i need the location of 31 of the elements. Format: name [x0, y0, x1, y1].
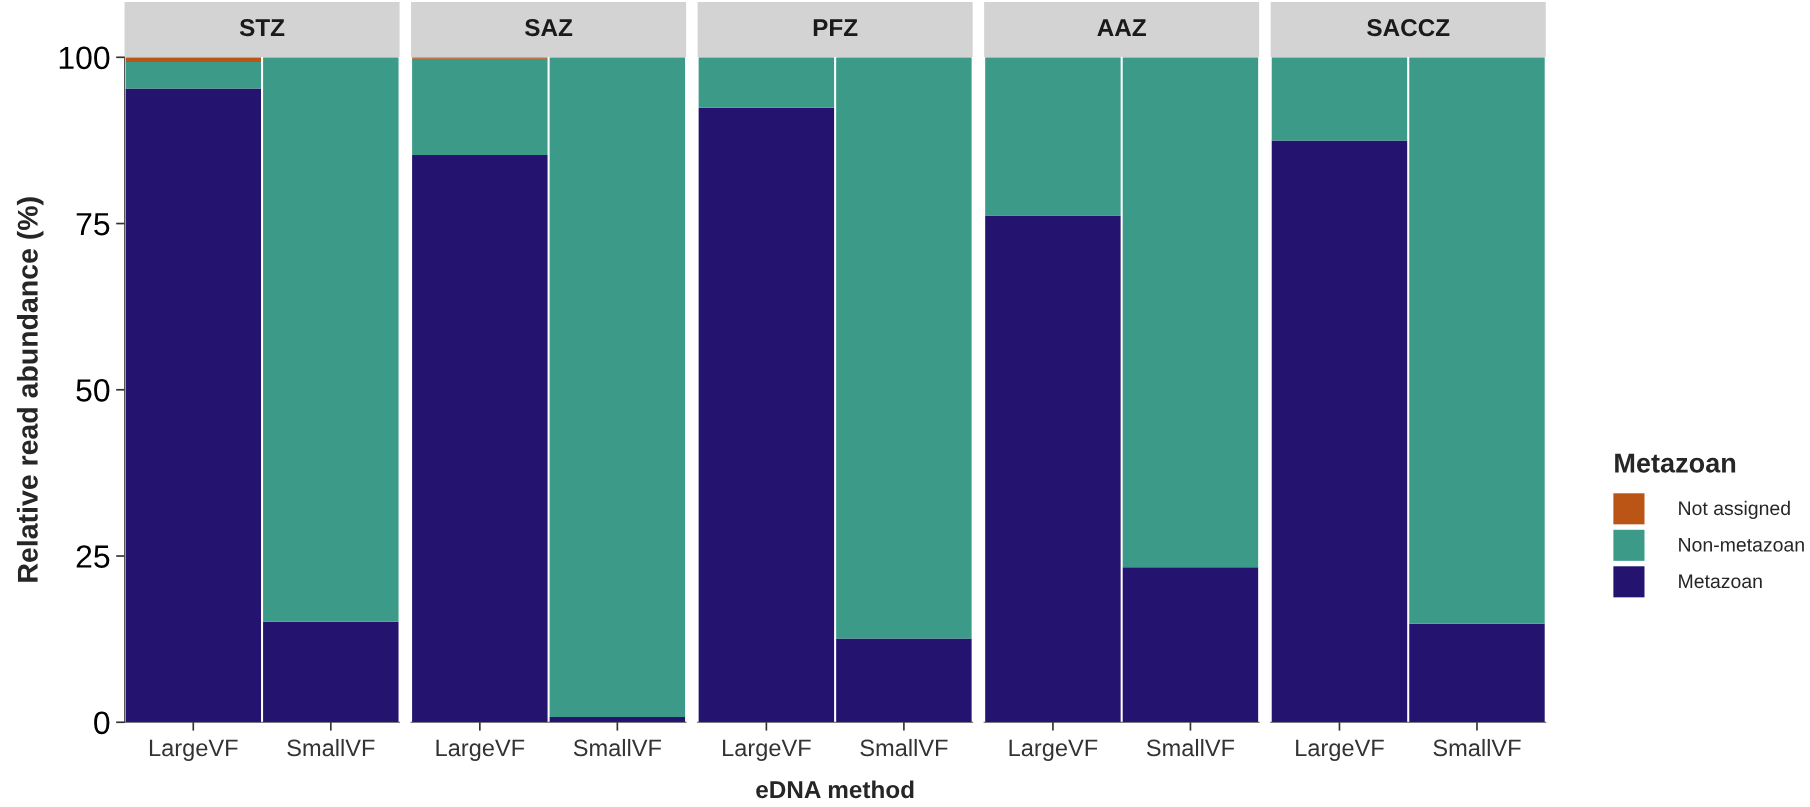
chart-title: STZ [239, 19, 285, 37]
y-tick-label: 0 [94, 711, 110, 735]
legend-label: Metazoan [1679, 574, 1762, 589]
x-tick-label: LargeVF [1296, 739, 1384, 761]
y-axis-title: Relative read abundance (%) [16, 197, 44, 582]
bar [549, 716, 686, 723]
x-tick-label: SmallVF [1433, 738, 1521, 757]
x-tick-label: SmallVF [1146, 738, 1235, 757]
x-tick-label: LargeVF [1009, 739, 1098, 761]
bar [412, 155, 548, 723]
chart-title: SACCZ [1367, 19, 1450, 37]
x-tick-label: SmallVF [287, 738, 375, 757]
chart-title: SAZ [524, 19, 573, 37]
legend-title: Metazoan [1615, 453, 1736, 473]
chart-title: PFZ [813, 19, 858, 36]
x-tick-label: SmallVF [860, 738, 948, 757]
bar [125, 88, 262, 723]
bar [125, 61, 262, 89]
y-tick-label: 25 [76, 545, 110, 568]
legend-label: Non-metazoan [1679, 538, 1804, 552]
x-tick-label: LargeVF [436, 739, 525, 761]
y-tick-label: 100 [59, 46, 110, 70]
y-tick-label: 75 [76, 213, 110, 236]
bar [263, 621, 399, 723]
chart-title: AAZ [1097, 19, 1146, 36]
x-tick-label: LargeVF [723, 739, 811, 761]
legend-label: Not assigned [1679, 500, 1790, 519]
x-axis-title: eDNA method [756, 780, 914, 799]
y-tick-label: 50 [76, 379, 110, 402]
x-tick-label: LargeVF [149, 739, 238, 761]
x-tick-label: SmallVF [573, 738, 662, 757]
